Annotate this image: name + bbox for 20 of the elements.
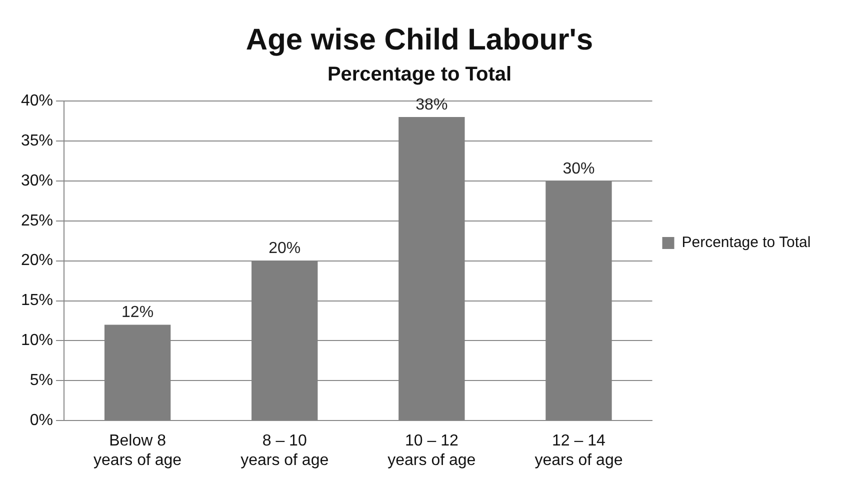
y-tick-label: 15%: [20, 292, 54, 310]
y-tick-label: 25%: [20, 212, 54, 230]
data-label: 38%: [416, 96, 448, 114]
data-label: 20%: [268, 240, 301, 258]
chart-title: Age wise Child Labour's: [246, 23, 594, 56]
y-tick-label: 5%: [30, 372, 54, 390]
chart-subtitle: Percentage to Total: [327, 64, 512, 86]
y-tick-label: 35%: [20, 132, 54, 150]
x-tick-label: Below 8 years of age: [94, 432, 182, 469]
y-tick-label: 20%: [20, 252, 54, 270]
x-tick-label: 10 – 12 years of age: [388, 432, 476, 469]
x-tick-label: 12 – 14 years of age: [534, 432, 623, 469]
x-tick-label: 8 – 10 years of age: [240, 432, 329, 469]
data-label: 30%: [562, 160, 595, 178]
legend-label: Percentage to Total: [682, 234, 811, 252]
y-tick-label: 0%: [30, 412, 54, 430]
y-tick-label: 30%: [20, 172, 54, 190]
y-tick-label: 40%: [20, 92, 54, 110]
y-tick-label: 10%: [20, 332, 54, 350]
data-label: 12%: [122, 304, 154, 322]
